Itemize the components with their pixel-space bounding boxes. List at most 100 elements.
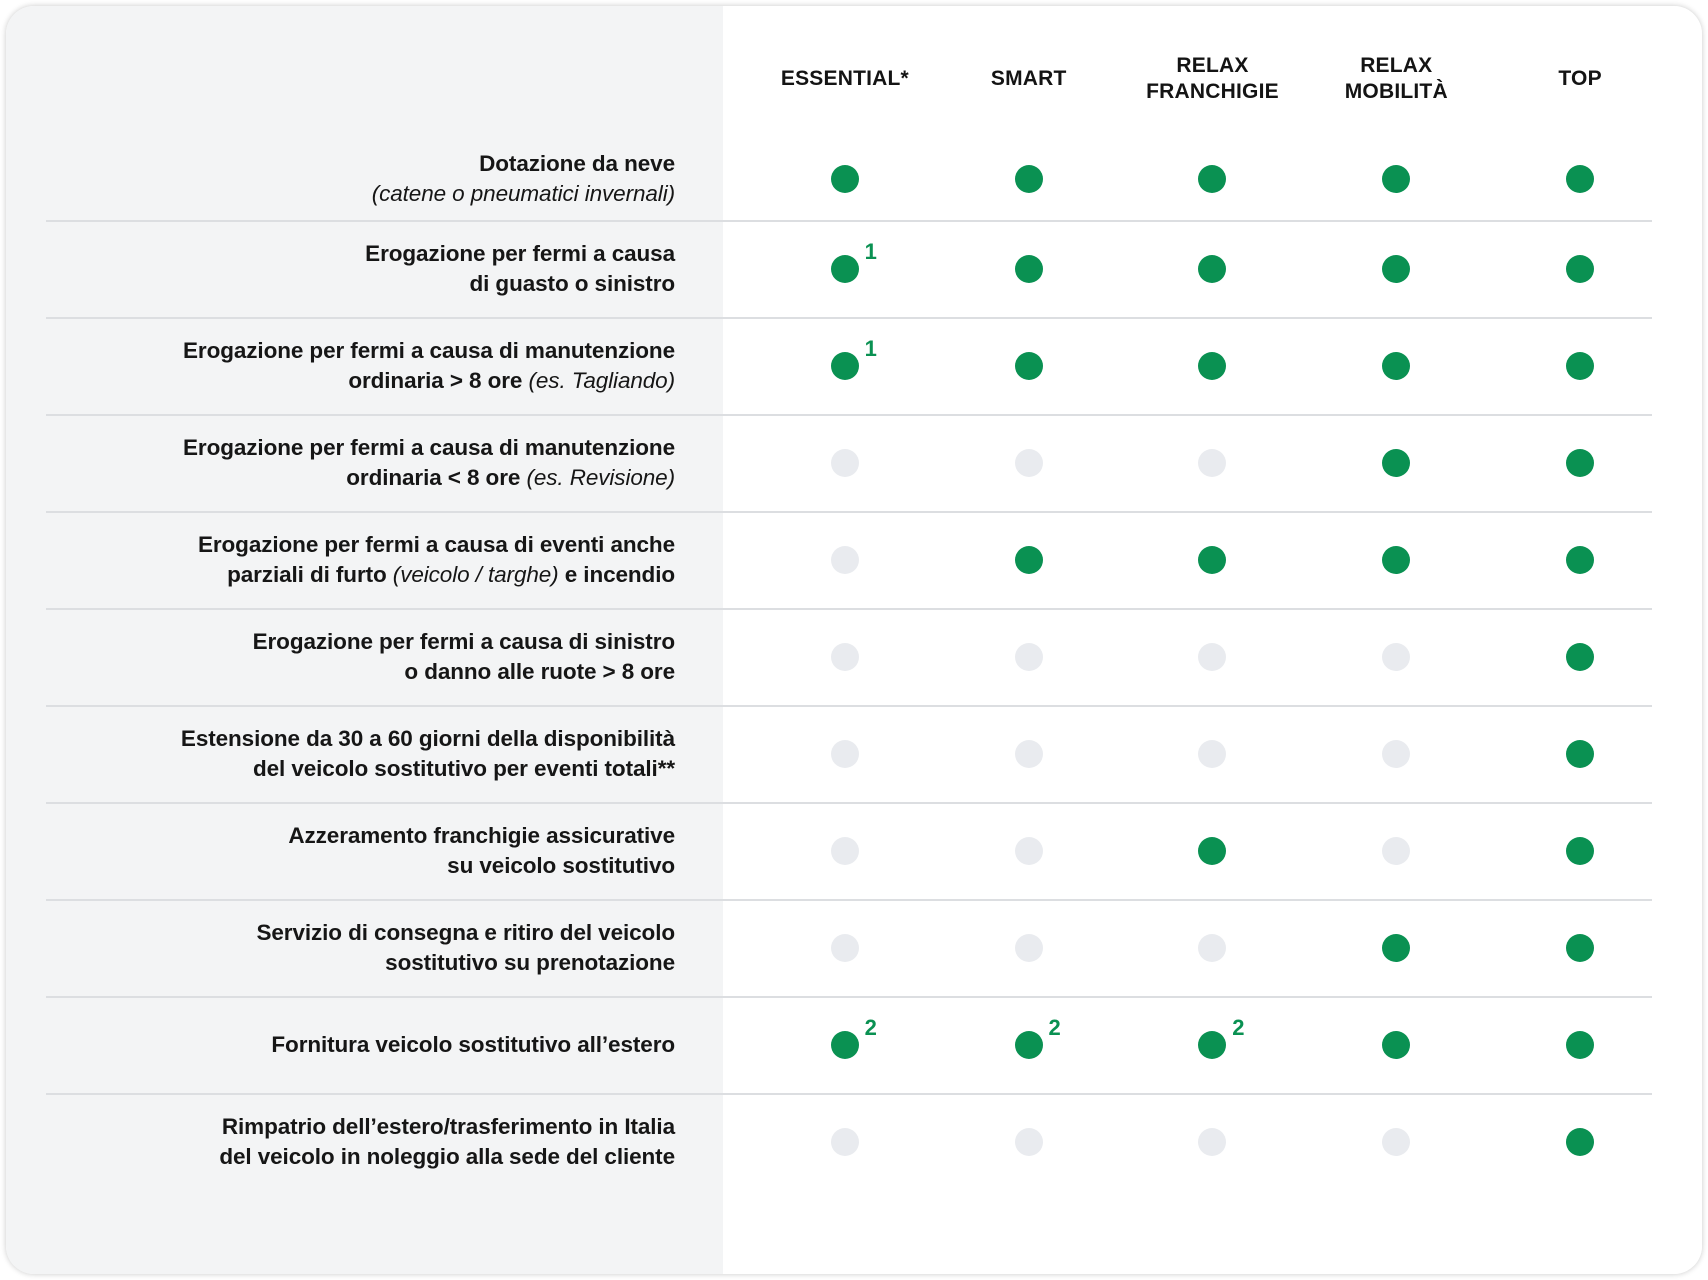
plan-cell-relax-mobilita xyxy=(1304,1093,1488,1190)
feature-label-segment: o danno alle ruote > 8 ore xyxy=(404,658,675,684)
feature-label-segment: sostitutivo su prenotazione xyxy=(385,949,675,975)
row-plan-cells xyxy=(723,705,1702,802)
plan-column-headers: ESSENTIAL* SMART RELAX FRANCHIGIE RELAX MOB… xyxy=(723,20,1702,138)
plan-cell-relax-franchigie xyxy=(1121,414,1305,511)
status-dot-included: 2 xyxy=(1014,1016,1061,1059)
footnote-marker: 1 xyxy=(864,238,877,264)
column-header-essential: ESSENTIAL* xyxy=(753,20,937,138)
feature-label-segment: parziali di furto xyxy=(227,561,393,587)
feature-label-line: o danno alle ruote > 8 ore xyxy=(52,657,675,687)
status-dot-excluded xyxy=(1198,933,1227,962)
feature-label-segment: su veicolo sostitutivo xyxy=(447,852,675,878)
status-dot-included xyxy=(1566,933,1595,962)
status-dot-included xyxy=(1566,165,1595,193)
feature-label: Erogazione per fermi a causa di guasto o … xyxy=(6,220,723,317)
feature-label-line: Erogazione per fermi a causa di manutenz… xyxy=(52,433,675,463)
table-row: Estensione da 30 a 60 giorni della dispo… xyxy=(6,705,1702,802)
feature-label-segment: del veicolo in noleggio alla sede del cl… xyxy=(219,1143,675,1169)
feature-label-line: ordinaria > 8 ore (es. Tagliando) xyxy=(52,366,675,396)
status-dot-excluded xyxy=(1198,642,1227,671)
plan-cell-top xyxy=(1488,414,1672,511)
plan-cell-relax-franchigie xyxy=(1121,899,1305,996)
dot-icon xyxy=(1382,165,1411,193)
status-dot-included xyxy=(1198,836,1227,865)
row-plan-cells xyxy=(723,138,1702,220)
dot-icon xyxy=(1566,254,1595,283)
feature-label-line: parziali di furto (veicolo / targhe) e i… xyxy=(52,560,675,590)
table-row: Erogazione per fermi a causa di eventi a… xyxy=(6,511,1702,608)
dot-icon xyxy=(1198,165,1227,193)
feature-label-segment: Azzeramento franchigie assicurative xyxy=(288,822,675,848)
feature-label: Azzeramento franchigie assicurative su ve… xyxy=(6,802,723,899)
row-plan-cells xyxy=(723,899,1702,996)
status-dot-excluded xyxy=(1014,933,1043,962)
dot-icon xyxy=(830,165,859,193)
status-dot-excluded xyxy=(1382,1127,1411,1156)
status-dot-included: 1 xyxy=(830,240,877,283)
status-dot-excluded xyxy=(1014,739,1043,768)
dot-icon xyxy=(830,545,859,574)
feature-label-segment: (veicolo / targhe) xyxy=(392,561,559,587)
row-plan-cells xyxy=(723,608,1702,705)
dot-icon xyxy=(1014,254,1043,283)
row-plan-cells xyxy=(723,511,1702,608)
dot-icon xyxy=(830,836,859,865)
column-header-smart: SMART xyxy=(937,20,1121,138)
dot-icon xyxy=(1382,933,1411,962)
plan-cell-smart xyxy=(937,414,1121,511)
status-dot-excluded xyxy=(830,448,859,477)
plan-cell-smart xyxy=(937,608,1121,705)
feature-label: Erogazione per fermi a causa di manutenz… xyxy=(6,317,723,414)
plan-cell-relax-mobilita xyxy=(1304,317,1488,414)
status-dot-excluded xyxy=(830,836,859,865)
status-dot-excluded xyxy=(1198,739,1227,768)
column-header-relax-franchigie: RELAX FRANCHIGIE xyxy=(1121,20,1305,138)
dot-icon xyxy=(1566,1030,1595,1059)
dot-icon xyxy=(1382,642,1411,671)
plan-cell-essential xyxy=(753,414,937,511)
status-dot-included xyxy=(1382,351,1411,380)
plan-cell-essential: 2 xyxy=(753,996,937,1093)
feature-label-segment: ordinaria > 8 ore xyxy=(348,367,529,393)
status-dot-excluded xyxy=(830,1127,859,1156)
plan-cell-top xyxy=(1488,511,1672,608)
dot-icon xyxy=(830,448,859,477)
plan-cell-smart xyxy=(937,138,1121,220)
dot-icon xyxy=(1566,933,1595,962)
status-dot-included xyxy=(1014,545,1043,574)
feature-label: Dotazione da neve (catene o pneumatici in… xyxy=(6,138,723,220)
row-plan-cells xyxy=(723,414,1702,511)
feature-label-segment: Erogazione per fermi a causa xyxy=(365,240,675,266)
plan-cell-essential xyxy=(753,899,937,996)
dot-icon xyxy=(830,254,859,283)
plans-comparison-card: ESSENTIAL* SMART RELAX FRANCHIGIE RELAX MOB… xyxy=(6,6,1702,1274)
plan-cell-relax-franchigie xyxy=(1121,317,1305,414)
plan-cell-relax-mobilita xyxy=(1304,511,1488,608)
plan-cell-smart xyxy=(937,1093,1121,1190)
status-dot-excluded xyxy=(1014,642,1043,671)
dot-icon xyxy=(830,933,859,962)
dot-icon xyxy=(1014,351,1043,380)
dot-icon xyxy=(1014,933,1043,962)
dot-icon xyxy=(1566,836,1595,865)
status-dot-included: 1 xyxy=(830,337,877,380)
feature-label-line: ordinaria < 8 ore (es. Revisione) xyxy=(52,463,675,493)
dot-icon xyxy=(1014,1127,1043,1156)
dot-icon xyxy=(1566,739,1595,768)
table-row: Erogazione per fermi a causa di manutenz… xyxy=(6,414,1702,511)
dot-icon xyxy=(1566,642,1595,671)
status-dot-included xyxy=(1382,448,1411,477)
status-dot-included xyxy=(1014,254,1043,283)
status-dot-included xyxy=(1566,1127,1595,1156)
feature-label-segment: Estensione da 30 a 60 giorni della dispo… xyxy=(180,725,675,751)
dot-icon xyxy=(830,739,859,768)
feature-label-segment: ordinaria < 8 ore xyxy=(346,464,527,490)
feature-label-line: del veicolo sostitutivo per eventi total… xyxy=(52,754,675,784)
plan-cell-relax-franchigie xyxy=(1121,220,1305,317)
feature-label-segment: del veicolo sostitutivo per eventi total… xyxy=(252,755,675,781)
dot-icon xyxy=(1198,351,1227,380)
column-header-label: RELAX FRANCHIGIE xyxy=(1146,53,1279,103)
feature-label-line: Erogazione per fermi a causa xyxy=(52,239,675,269)
plan-cell-top xyxy=(1488,899,1672,996)
dot-icon xyxy=(1014,165,1043,193)
